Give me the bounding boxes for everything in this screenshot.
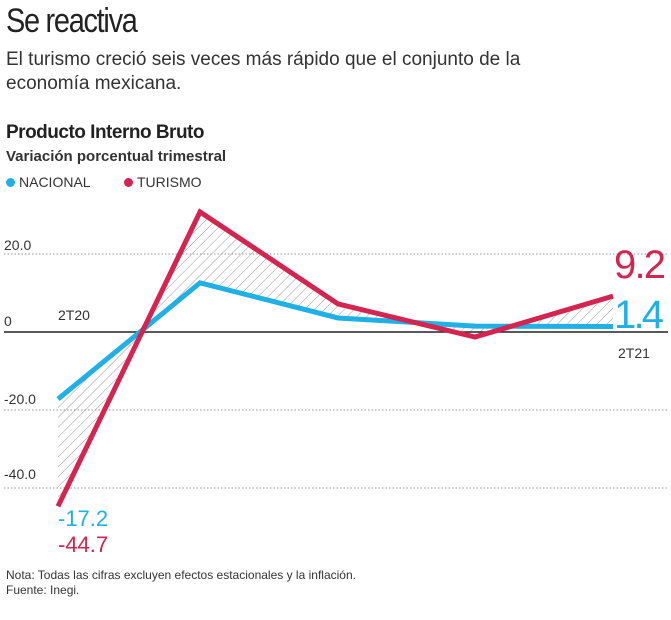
hatched-gap-area bbox=[58, 211, 613, 507]
legend-label: TURISMO bbox=[137, 174, 202, 190]
y-tick-label: -20.0 bbox=[4, 391, 36, 407]
subheadline: El turismo creció seis veces más rápido … bbox=[6, 49, 521, 94]
x-tick-label: 2T20 bbox=[58, 307, 90, 323]
source-text: Fuente: Inegi. bbox=[6, 583, 80, 597]
legend-label: NACIONAL bbox=[19, 174, 91, 190]
series-line-turismo bbox=[55, 208, 614, 508]
y-tick-label: -40.0 bbox=[4, 466, 36, 482]
y-tick-label: 20.0 bbox=[4, 237, 31, 253]
label-turismo-first: -44.7 bbox=[58, 532, 108, 557]
legend-dot bbox=[124, 178, 133, 187]
y-tick-label: 0 bbox=[4, 313, 12, 329]
label-nacional-first: -17.2 bbox=[58, 506, 108, 531]
x-tick-label: 2T21 bbox=[618, 345, 650, 361]
label-nacional-last: 1.4 bbox=[614, 293, 664, 337]
legend-nacional: NACIONAL bbox=[6, 174, 91, 190]
footnote: Nota: Todas las cifras excluyen efectos … bbox=[6, 568, 356, 598]
note-text: Nota: Todas las cifras excluyen efectos … bbox=[6, 568, 356, 582]
label-turismo-last: 9.2 bbox=[614, 243, 666, 287]
chart-title: Producto Interno Bruto bbox=[6, 122, 204, 143]
legend-turismo: TURISMO bbox=[124, 174, 202, 190]
legend-dot bbox=[6, 178, 15, 187]
chart-subtitle: Variación porcentual trimestral bbox=[6, 148, 227, 165]
headline: Se reactiva bbox=[6, 2, 138, 40]
